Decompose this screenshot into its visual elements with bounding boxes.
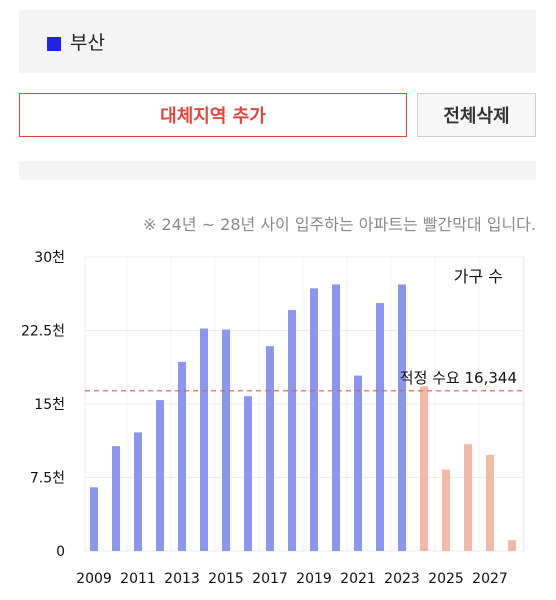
bar-2013	[178, 361, 186, 551]
bar-2027	[486, 454, 494, 551]
y-tick-label: 0	[56, 544, 65, 560]
x-tick-label: 2011	[120, 571, 156, 587]
bar-2019	[310, 288, 318, 551]
section-divider	[19, 161, 536, 180]
legend-label: 가구 수	[454, 267, 503, 286]
region-color-marker	[47, 37, 61, 51]
x-tick-label: 2015	[208, 571, 244, 587]
x-tick-label: 2025	[428, 571, 464, 587]
bar-2026	[464, 444, 472, 551]
x-tick-label: 2009	[76, 571, 112, 587]
x-tick-label: 2023	[384, 571, 420, 587]
x-tick-label: 2013	[164, 571, 200, 587]
y-tick-label: 15천	[34, 397, 65, 413]
bar-2009	[90, 487, 98, 551]
chart-note: ※ 24년 ~ 28년 사이 입주하는 아파트는 빨간막대 입니다.	[143, 215, 536, 234]
bar-2018	[288, 309, 296, 551]
y-tick-label: 22.5천	[21, 324, 65, 340]
bar-2016	[244, 396, 252, 551]
bar-2010	[112, 446, 120, 551]
bar-2023	[398, 284, 406, 551]
bar-2024	[420, 386, 428, 551]
supply-bar-chart: 0 7.5천 15천 22.5천 30천 2009 2011 2013 2015 2017 2019…	[21, 250, 525, 587]
add-alternative-region-button[interactable]: 대체지역 추가	[19, 93, 407, 137]
y-tick-label: 30천	[34, 250, 65, 266]
bar-2014	[200, 328, 208, 551]
bar-2028	[508, 540, 516, 551]
bar-2011	[134, 432, 142, 551]
clear-all-button[interactable]: 전체삭제	[417, 93, 536, 137]
bar-2012	[156, 400, 164, 551]
x-tick-label: 2027	[472, 571, 508, 587]
bar-2022	[376, 303, 384, 551]
x-tick-label: 2019	[296, 571, 332, 587]
bar-2021	[354, 375, 362, 551]
reference-line-label: 적정 수요 16,344	[400, 369, 517, 387]
x-tick-label: 2021	[340, 571, 376, 587]
bar-2020	[332, 284, 340, 551]
y-tick-label: 7.5천	[30, 471, 65, 487]
selected-region-box: 부산	[19, 10, 536, 73]
bar-2015	[222, 329, 230, 551]
x-tick-label: 2017	[252, 571, 288, 587]
bar-2025	[442, 469, 450, 551]
bar-2017	[266, 346, 274, 551]
region-name: 부산	[70, 32, 105, 54]
